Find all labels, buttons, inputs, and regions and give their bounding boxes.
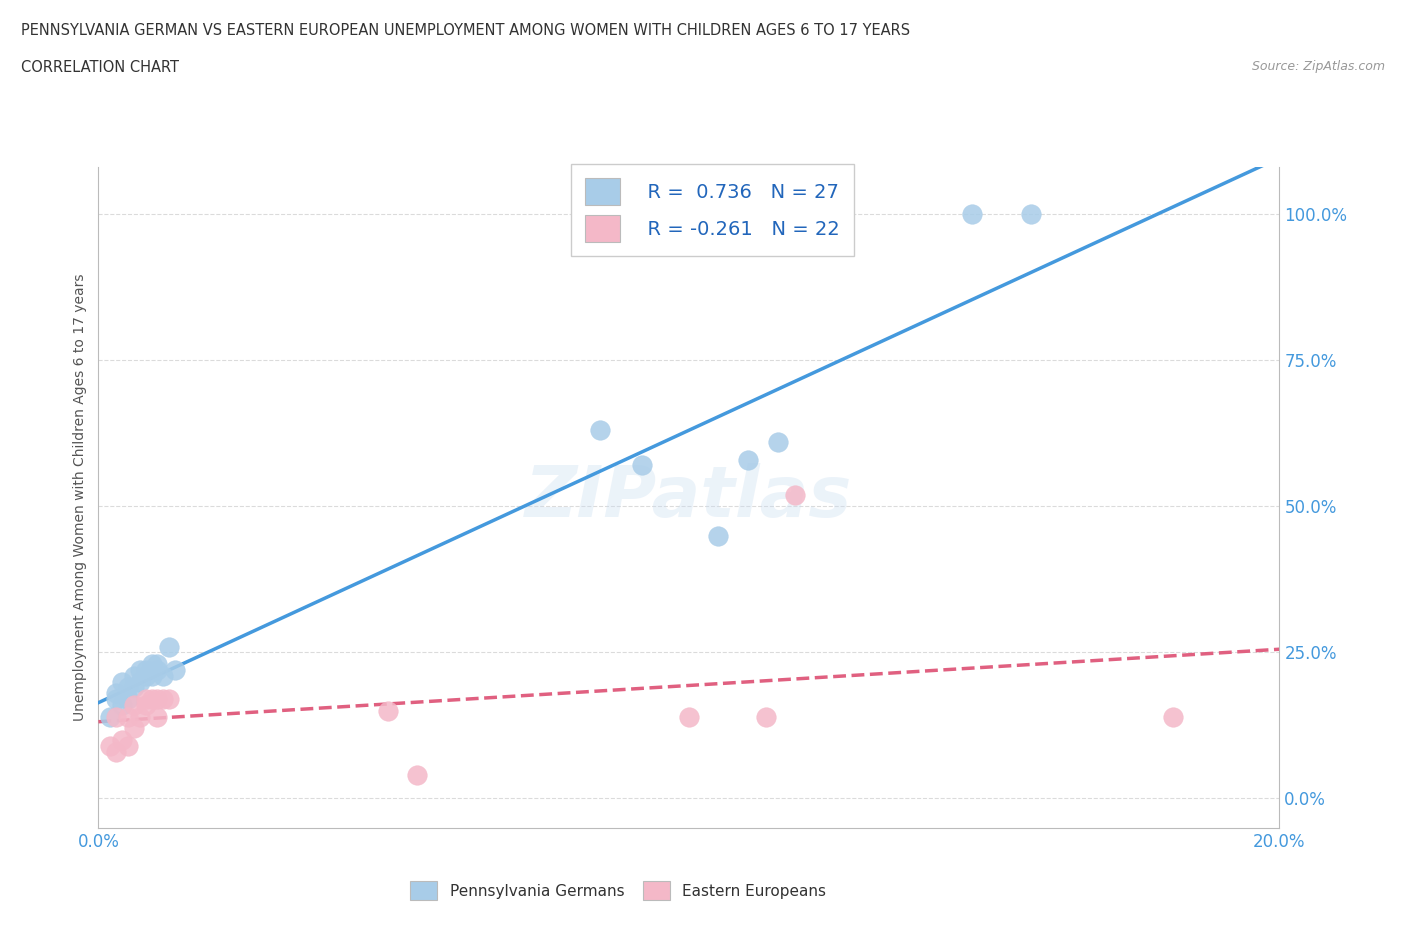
Point — [141, 692, 163, 707]
Point — [135, 692, 157, 707]
Point — [128, 710, 150, 724]
Point — [157, 692, 180, 707]
Point — [141, 669, 163, 684]
Point — [135, 662, 157, 677]
Point — [785, 487, 807, 502]
Point — [128, 674, 150, 689]
Point — [117, 692, 139, 707]
Point — [630, 458, 652, 472]
Point — [707, 528, 730, 543]
Point — [152, 692, 174, 707]
Point — [111, 733, 134, 748]
Point — [152, 669, 174, 684]
Point — [406, 767, 429, 782]
Point — [117, 680, 139, 695]
Point — [105, 685, 128, 700]
Point — [111, 698, 134, 712]
Point — [1161, 710, 1184, 724]
Text: Source: ZipAtlas.com: Source: ZipAtlas.com — [1251, 60, 1385, 73]
Point — [146, 710, 169, 724]
Point — [135, 669, 157, 684]
Point — [122, 698, 145, 712]
Point — [135, 698, 157, 712]
Point — [117, 710, 139, 724]
Point — [589, 423, 612, 438]
Point — [165, 662, 187, 677]
Point — [755, 710, 778, 724]
Point — [146, 657, 169, 671]
Point — [766, 434, 789, 449]
Point — [105, 710, 128, 724]
Point — [105, 692, 128, 707]
Point — [128, 662, 150, 677]
Point — [737, 452, 759, 467]
Point — [122, 669, 145, 684]
Point — [146, 692, 169, 707]
Legend: Pennsylvania Germans, Eastern Europeans: Pennsylvania Germans, Eastern Europeans — [404, 875, 832, 906]
Point — [98, 710, 121, 724]
Point — [105, 744, 128, 759]
Text: PENNSYLVANIA GERMAN VS EASTERN EUROPEAN UNEMPLOYMENT AMONG WOMEN WITH CHILDREN A: PENNSYLVANIA GERMAN VS EASTERN EUROPEAN … — [21, 23, 910, 38]
Y-axis label: Unemployment Among Women with Children Ages 6 to 17 years: Unemployment Among Women with Children A… — [73, 273, 87, 722]
Point — [111, 674, 134, 689]
Point — [146, 662, 169, 677]
Point — [962, 206, 984, 221]
Point — [122, 721, 145, 736]
Point — [122, 680, 145, 695]
Point — [1021, 206, 1043, 221]
Text: ZIPatlas: ZIPatlas — [526, 463, 852, 532]
Point — [98, 738, 121, 753]
Point — [157, 639, 180, 654]
Point — [117, 738, 139, 753]
Point — [678, 710, 700, 724]
Point — [377, 703, 399, 718]
Text: CORRELATION CHART: CORRELATION CHART — [21, 60, 179, 75]
Point — [141, 657, 163, 671]
